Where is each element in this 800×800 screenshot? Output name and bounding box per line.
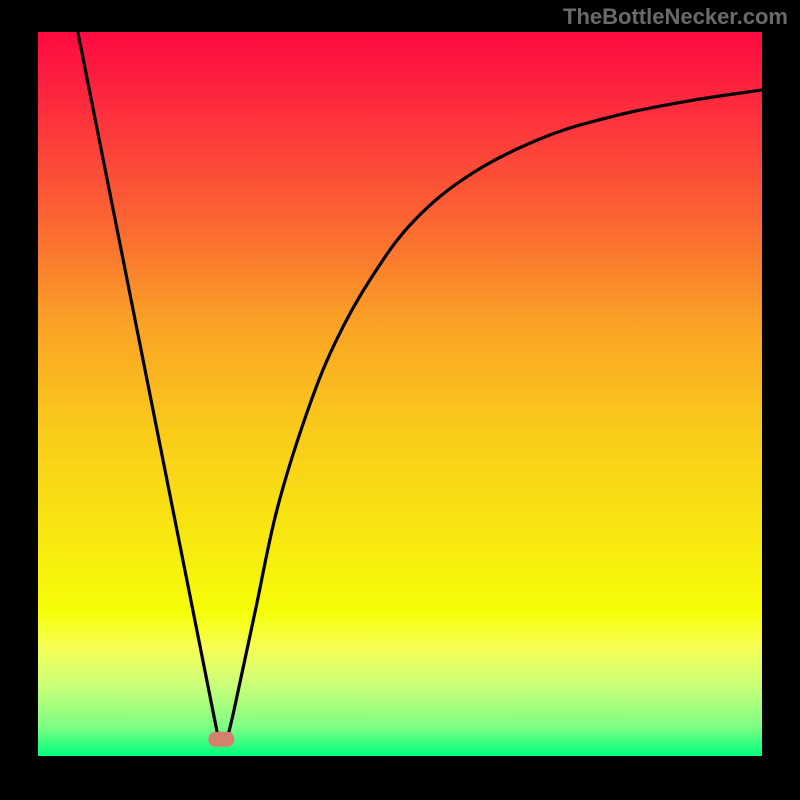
watermark-text: TheBottleNecker.com [563, 4, 788, 30]
bottleneck-curve [78, 32, 762, 742]
plot-area [38, 32, 762, 756]
optimum-marker [209, 732, 234, 746]
chart-svg [38, 32, 762, 756]
chart-frame: TheBottleNecker.com [0, 0, 800, 800]
